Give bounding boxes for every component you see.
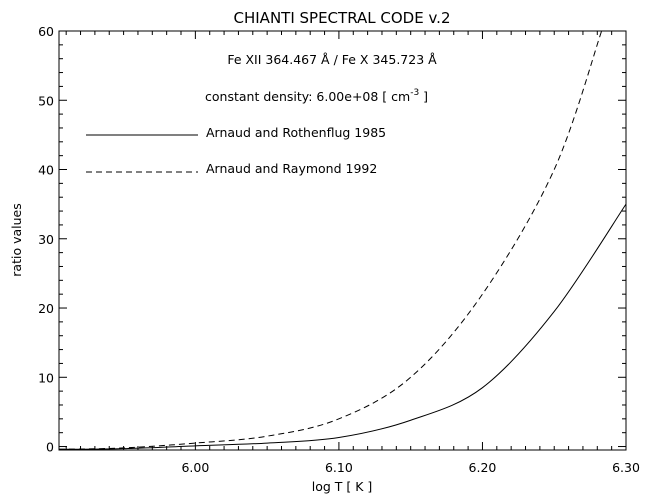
legend-label-dashed: Arnaud and Raymond 1992 (206, 161, 377, 176)
density-exponent: -3 (410, 88, 419, 98)
chart-title: CHIANTI SPECTRAL CODE v.2 (234, 9, 451, 27)
y-tick-label: 30 (38, 232, 54, 247)
density-prefix: constant density: 6.00e+08 [ cm (205, 89, 410, 104)
density-suffix: ] (419, 89, 428, 104)
tick-marks (59, 30, 627, 450)
x-tick-label: 6.10 (325, 460, 353, 475)
series-line-arnaud-raymond-1992 (58, 30, 603, 450)
x-tick-label: 6.00 (181, 460, 209, 475)
ratio-annotation: Fe XII 364.467 Å / Fe X 345.723 Å (227, 52, 437, 67)
x-tick-label: 6.30 (612, 460, 640, 475)
y-tick-label: 10 (38, 370, 54, 385)
tick-labels: 6.00 6.10 6.20 6.30 0 10 20 30 40 50 60 (38, 24, 640, 475)
x-axis-label: log T [ K ] (312, 479, 373, 494)
legend-label-solid: Arnaud and Rothenflug 1985 (206, 125, 386, 140)
series-line-arnaud-rothenflug-1985 (58, 203, 627, 450)
y-tick-label: 50 (38, 93, 54, 108)
y-tick-label: 60 (38, 24, 54, 39)
y-tick-label: 20 (38, 301, 54, 316)
y-tick-label: 0 (46, 440, 54, 455)
x-tick-label: 6.20 (469, 460, 497, 475)
y-tick-label: 40 (38, 163, 54, 178)
density-annotation: constant density: 6.00e+08 [ cm-3 ] (205, 88, 428, 104)
y-axis-label: ratio values (9, 203, 24, 276)
series-group (58, 30, 627, 450)
plot-frame (58, 30, 627, 451)
